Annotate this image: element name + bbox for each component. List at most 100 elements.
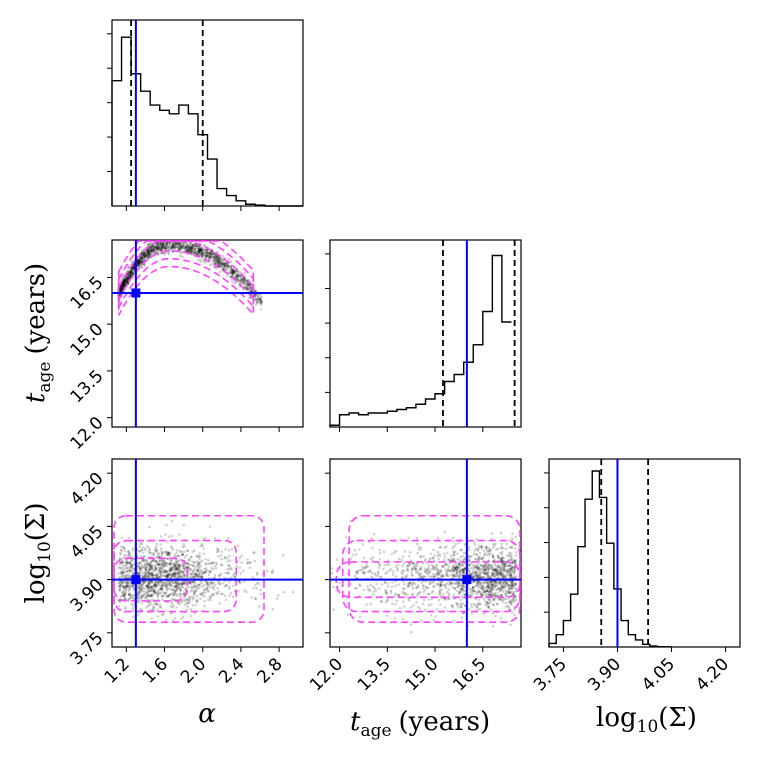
scatter-point xyxy=(122,283,126,287)
scatter-point xyxy=(254,583,257,587)
scatter-point xyxy=(122,284,125,288)
scatter-point xyxy=(243,271,247,275)
scatter-point xyxy=(119,290,123,293)
scatter-point xyxy=(148,548,152,551)
scatter-point xyxy=(493,575,497,579)
scatter-point xyxy=(164,245,167,248)
scatter-point xyxy=(140,265,143,269)
scatter-point xyxy=(213,564,216,568)
scatter-point xyxy=(215,591,218,595)
scatter-point xyxy=(182,598,185,601)
scatter-point xyxy=(180,242,183,245)
scatter-point xyxy=(185,248,189,252)
scatter-point xyxy=(189,608,193,611)
scatter-point xyxy=(181,545,184,549)
scatter-point xyxy=(142,251,145,254)
scatter-point xyxy=(158,603,162,606)
scatter-point xyxy=(198,583,202,587)
scatter-point xyxy=(500,560,503,564)
scatter-point xyxy=(189,250,192,254)
scatter-point xyxy=(202,251,205,254)
scatter-point xyxy=(232,269,235,272)
scatter-point xyxy=(211,561,215,564)
scatter-point xyxy=(459,604,463,607)
scatter-point xyxy=(136,260,140,264)
scatter-point xyxy=(192,242,195,246)
scatter-point xyxy=(155,545,158,548)
scatter-point xyxy=(454,550,457,554)
scatter-point xyxy=(242,279,245,283)
scatter-point xyxy=(189,248,192,252)
scatter-point xyxy=(175,245,178,248)
scatter-point xyxy=(217,264,221,267)
scatter-point xyxy=(222,267,225,271)
scatter-point xyxy=(501,590,505,593)
scatter-point xyxy=(189,245,193,248)
scatter-point xyxy=(377,566,381,569)
scatter-point xyxy=(131,546,135,550)
scatter-point xyxy=(152,589,156,592)
scatter-point xyxy=(156,582,159,586)
scatter-point xyxy=(358,583,361,586)
scatter-point xyxy=(236,560,240,563)
scatter-point xyxy=(192,244,196,248)
scatter-point xyxy=(120,288,124,291)
scatter-point xyxy=(121,282,125,286)
scatter-point xyxy=(236,544,240,548)
scatter-point xyxy=(500,568,504,572)
scatter-point xyxy=(148,582,151,585)
scatter-point xyxy=(148,589,151,593)
scatter-point xyxy=(378,552,382,555)
scatter-point xyxy=(154,583,157,587)
scatter-point xyxy=(432,618,436,622)
scatter-point xyxy=(137,258,141,262)
scatter-point xyxy=(179,246,182,249)
scatter-point xyxy=(499,583,503,586)
scatter-point xyxy=(121,281,125,285)
scatter-point xyxy=(221,265,224,269)
scatter-point xyxy=(500,546,504,550)
scatter-point xyxy=(158,605,162,609)
ytick-label-t_age-2: 15.0 xyxy=(67,320,108,361)
scatter-point xyxy=(207,255,211,258)
scatter-point xyxy=(394,584,397,588)
scatter-point xyxy=(173,246,176,250)
scatter-point xyxy=(385,614,389,617)
scatter-point xyxy=(146,562,149,565)
scatter-point xyxy=(156,615,160,618)
scatter-point xyxy=(195,589,198,593)
scatter-point xyxy=(147,248,150,251)
scatter-point xyxy=(229,271,233,274)
scatter-point xyxy=(351,553,355,557)
scatter-point xyxy=(363,556,366,560)
scatter-point xyxy=(457,541,461,544)
scatter-point xyxy=(149,249,152,252)
scatter-point xyxy=(190,247,193,250)
scatter-point xyxy=(178,248,182,251)
scatter-point xyxy=(222,261,226,264)
scatter-point xyxy=(248,296,251,300)
scatter-point xyxy=(199,570,202,573)
scatter-point xyxy=(513,547,517,550)
scatter-point xyxy=(453,586,457,590)
scatter-point xyxy=(426,569,429,572)
scatter-point xyxy=(218,262,222,265)
scatter-point xyxy=(204,562,208,566)
scatter-point xyxy=(146,575,149,578)
scatter-point xyxy=(143,574,146,577)
scatter-point xyxy=(122,282,125,285)
scatter-point xyxy=(159,242,163,246)
scatter-point xyxy=(243,278,247,282)
scatter-point xyxy=(172,243,176,246)
scatter-point xyxy=(353,586,357,590)
scatter-point xyxy=(166,243,169,247)
scatter-point xyxy=(468,548,471,552)
scatter-point xyxy=(171,588,174,592)
scatter-point xyxy=(229,591,233,595)
scatter-point xyxy=(462,551,466,555)
scatter-point xyxy=(403,550,407,553)
scatter-point xyxy=(422,584,425,587)
xtick-label-log10_sigma-2: 4.05 xyxy=(638,654,679,695)
scatter-point xyxy=(132,266,135,269)
scatter-point xyxy=(146,252,150,255)
